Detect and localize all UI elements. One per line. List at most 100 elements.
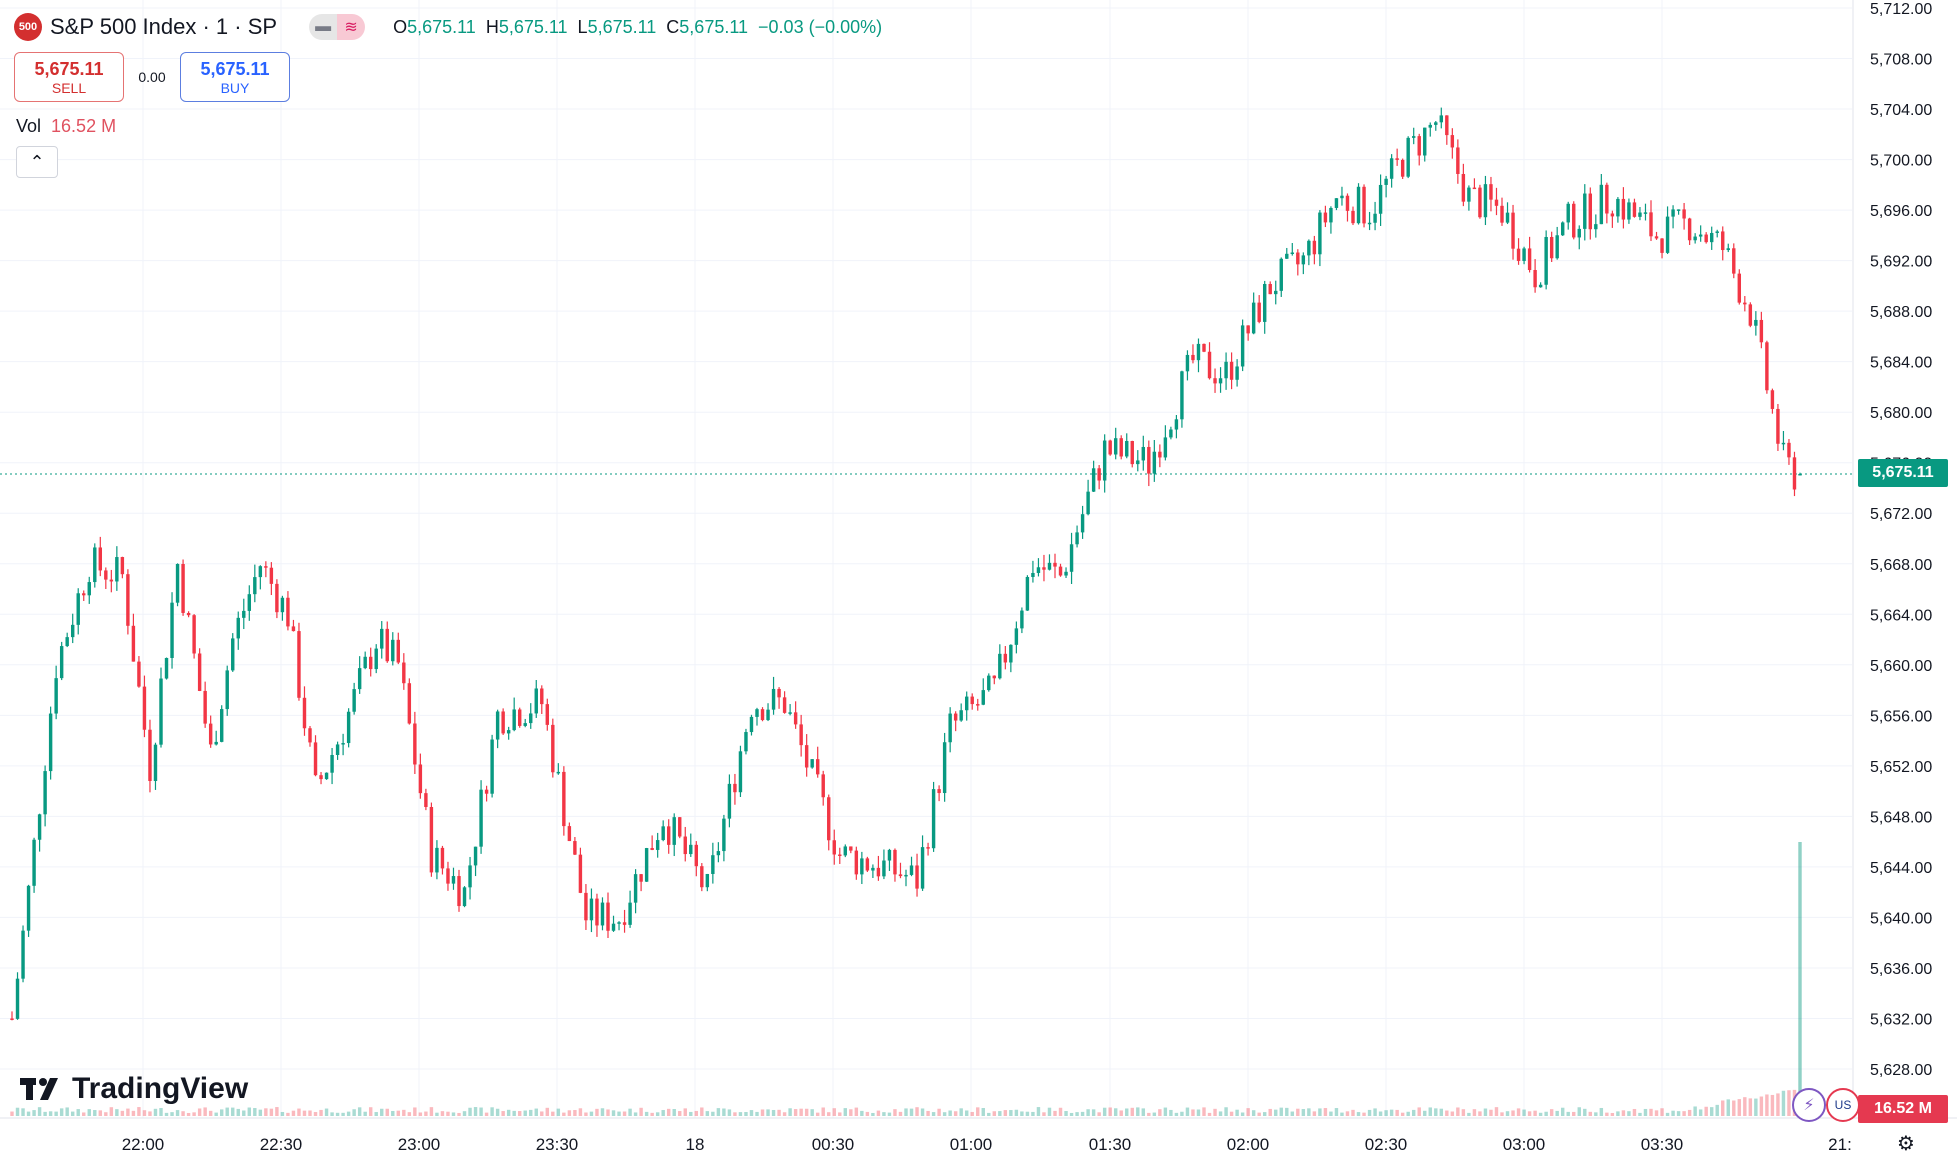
- volume-bar: [1748, 1098, 1753, 1116]
- candle: [1307, 239, 1311, 266]
- settings-gear-icon[interactable]: ⚙: [1897, 1132, 1915, 1155]
- candle: [976, 698, 980, 711]
- volume-bar: [1456, 1107, 1460, 1116]
- volume-bar: [1174, 1112, 1179, 1116]
- candle: [793, 701, 798, 729]
- candle: [490, 734, 494, 798]
- volume-bar: [368, 1107, 373, 1116]
- candle: [567, 822, 572, 842]
- volume-bar: [898, 1111, 903, 1116]
- volume-bar: [766, 1109, 770, 1116]
- candle: [1632, 198, 1637, 218]
- volume-bar: [964, 1110, 969, 1116]
- volume-bar: [457, 1112, 461, 1116]
- candle: [766, 703, 770, 722]
- candle: [269, 562, 274, 596]
- candle: [164, 657, 169, 680]
- volume-bar: [131, 1110, 136, 1116]
- volume-bar: [771, 1109, 776, 1116]
- candle: [1356, 183, 1361, 225]
- candle: [1290, 242, 1295, 256]
- candle: [275, 579, 279, 619]
- volume-bar: [374, 1112, 378, 1116]
- volume-bar: [291, 1110, 296, 1116]
- volume-bar: [1411, 1109, 1416, 1116]
- price-tick-label: 5,660.00: [1870, 658, 1932, 675]
- candle: [1069, 532, 1074, 584]
- candle: [733, 773, 737, 805]
- volume-bar: [1560, 1107, 1565, 1116]
- candle: [1246, 325, 1250, 341]
- candle: [799, 714, 803, 757]
- volume-bar: [1351, 1109, 1355, 1116]
- candle: [898, 862, 903, 879]
- candle: [1544, 230, 1548, 290]
- wave-icon[interactable]: ≋: [337, 14, 366, 40]
- volume-bar: [93, 1110, 97, 1116]
- candle: [462, 886, 467, 908]
- candle: [1136, 450, 1140, 472]
- candle: [1538, 282, 1543, 288]
- volume-bar: [1632, 1108, 1637, 1116]
- volume-bar: [1500, 1112, 1504, 1116]
- candle: [611, 915, 616, 932]
- lightning-icon[interactable]: ⚡: [1792, 1088, 1826, 1122]
- gridlines: [0, 0, 1852, 1118]
- candle: [1467, 185, 1471, 211]
- volume-bar: [606, 1109, 610, 1116]
- volume-bar: [893, 1109, 897, 1116]
- volume-bar: [181, 1111, 185, 1116]
- buy-button[interactable]: 5,675.11 BUY: [180, 52, 290, 102]
- candle: [1428, 122, 1432, 137]
- chart-mode-toggle[interactable]: ▬ ≋: [309, 14, 366, 40]
- volume-bar: [1136, 1107, 1140, 1116]
- collapse-chevron-icon[interactable]: ⌃: [16, 146, 58, 178]
- volume-bar: [1671, 1110, 1675, 1116]
- volume-bar: [1776, 1093, 1780, 1116]
- price-axis[interactable]: 5,712.00 5,708.00 5,704.00 5,700.00 5,696.00…: [1852, 0, 1932, 1118]
- volume-bar: [1610, 1112, 1615, 1116]
- volume-bar: [655, 1112, 660, 1116]
- volume-bar: [1798, 842, 1802, 1118]
- volume-bar: [324, 1108, 329, 1116]
- volume-bar: [628, 1108, 632, 1116]
- time-axis[interactable]: 22:00 22:30 23:00 23:30 18 00:30 01:00 01:30 02:…: [0, 1117, 1957, 1154]
- symbol-title[interactable]: S&P 500 Index · 1 · SP: [50, 14, 278, 39]
- volume-bar: [1450, 1111, 1455, 1116]
- buy-label: BUY: [220, 79, 250, 96]
- volume-bar: [1781, 1090, 1786, 1116]
- tradingview-logo[interactable]: TradingView: [20, 1072, 248, 1106]
- candle: [832, 829, 836, 865]
- candle: [214, 730, 218, 746]
- candle: [689, 833, 693, 857]
- us-flag-icon[interactable]: US: [1826, 1088, 1860, 1122]
- spread-value: 0.00: [138, 69, 166, 85]
- volume-bar: [1053, 1110, 1057, 1116]
- volume-bar: [1356, 1112, 1361, 1116]
- candle: [1560, 221, 1565, 237]
- candle: [534, 680, 538, 718]
- minus-icon[interactable]: ▬: [309, 14, 338, 40]
- candle: [661, 820, 665, 842]
- volume-label: Vol: [16, 116, 42, 136]
- volume-bar: [297, 1108, 301, 1116]
- volume-bar: [600, 1108, 605, 1116]
- price-tick-label: 5,664.00: [1870, 607, 1932, 624]
- candle: [678, 816, 682, 839]
- candle: [865, 856, 870, 873]
- candle: [98, 536, 103, 577]
- volume-bar: [1417, 1107, 1421, 1116]
- candle: [987, 673, 991, 692]
- sell-button[interactable]: 5,675.11 SELL: [14, 52, 124, 102]
- candle: [1285, 247, 1289, 260]
- candle: [1417, 133, 1421, 166]
- volume-bar: [1638, 1112, 1642, 1116]
- candle: [1301, 252, 1306, 275]
- volume-bar: [1009, 1110, 1013, 1116]
- candle: [1058, 563, 1063, 577]
- candle: [391, 632, 395, 666]
- candle: [1296, 249, 1300, 276]
- volume-bar: [617, 1111, 621, 1116]
